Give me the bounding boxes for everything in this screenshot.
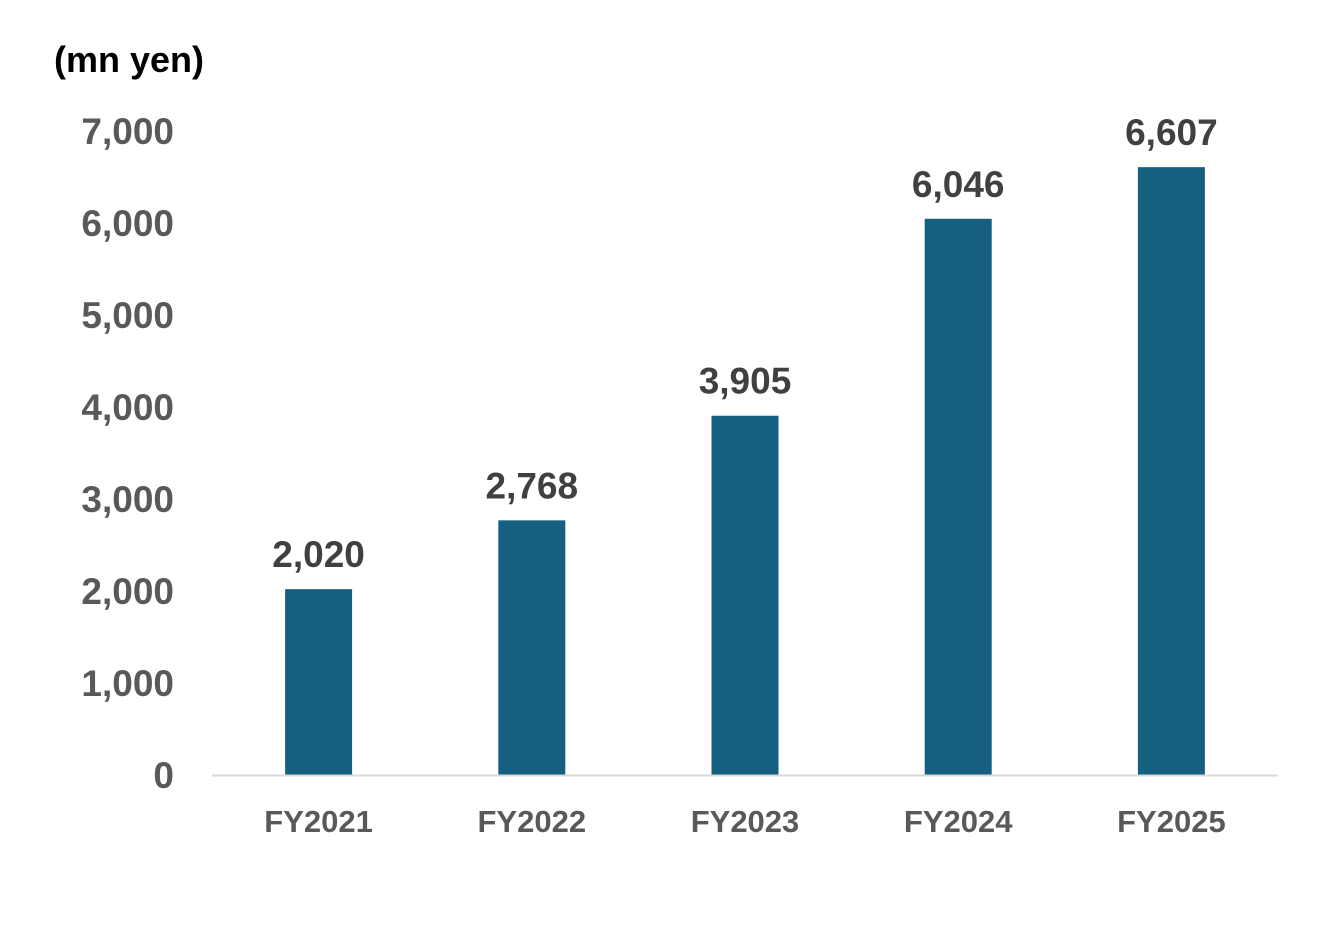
x-axis-ticks: FY2021 FY2022 FY2023 FY2024 FY2025 [264, 804, 1225, 839]
data-label: 2,020 [272, 534, 365, 575]
y-axis-ticks: 0 1,000 2,000 3,000 4,000 5,000 6,000 7,000 [81, 111, 174, 796]
data-label: 6,607 [1125, 112, 1218, 153]
x-tick-label: FY2021 [264, 804, 373, 839]
data-label: 3,905 [699, 361, 792, 402]
x-tick-label: FY2025 [1117, 804, 1226, 839]
bar-fy2024 [924, 218, 992, 775]
y-tick-label: 2,000 [81, 571, 174, 612]
data-label: 2,768 [486, 465, 579, 506]
bar-fy2023 [711, 415, 779, 775]
y-tick-label: 3,000 [81, 479, 174, 520]
bar-fy2025 [1137, 167, 1205, 775]
bar-fy2022 [498, 520, 566, 775]
data-labels: 2,020 2,768 3,905 6,046 6,607 [272, 112, 1217, 575]
x-tick-label: FY2024 [904, 804, 1013, 839]
y-tick-label: 7,000 [81, 111, 174, 152]
y-axis-unit-label: (mn yen) [54, 39, 204, 80]
y-tick-label: 0 [153, 755, 174, 796]
bar-fy2021 [285, 589, 353, 775]
x-tick-label: FY2023 [691, 804, 800, 839]
bars [285, 167, 1205, 775]
y-tick-label: 1,000 [81, 663, 174, 704]
data-label: 6,046 [912, 164, 1005, 205]
x-tick-label: FY2022 [478, 804, 587, 839]
y-tick-label: 6,000 [81, 203, 174, 244]
y-tick-label: 5,000 [81, 295, 174, 336]
y-tick-label: 4,000 [81, 387, 174, 428]
